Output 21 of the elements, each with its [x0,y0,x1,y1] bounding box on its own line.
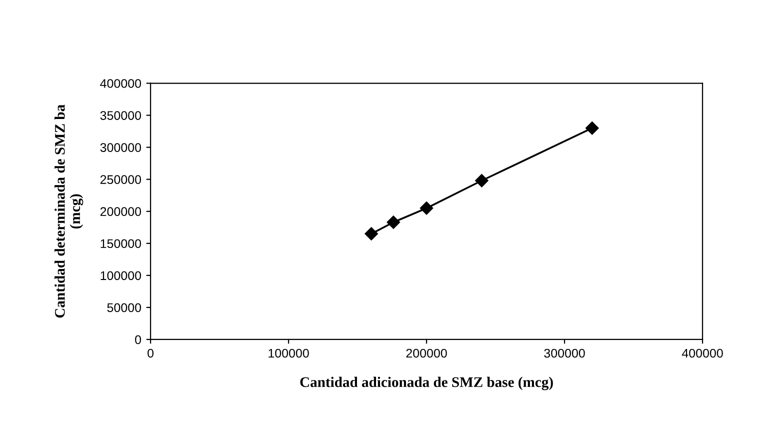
y-tick-label: 50000 [107,303,142,312]
point [475,174,488,188]
y-tick-label: 250000 [100,175,142,184]
point [420,202,434,215]
y-tick-label: 350000 [100,111,142,120]
point [364,227,378,240]
y-tick-label: 0 [135,335,142,344]
point [586,122,599,135]
y-tick-label: 200000 [100,207,142,216]
y-tick-label: 400000 [100,79,142,88]
x-tick-label: 400000 [682,348,723,358]
y-tick-label: 300000 [100,143,142,152]
x-tick-label: 300000 [544,348,585,358]
x-tick-label: 200000 [406,348,447,358]
y-axis-title: Cantidad determinada de SMZ ba (mcg) [54,104,84,318]
point [386,216,400,229]
x-tick-label: 0 [148,348,154,358]
y-tick-label: 150000 [100,239,142,248]
x-axis-title: Cantidad adicionada de SMZ base (mcg) [300,376,553,390]
y-tick-label: 100000 [100,271,142,280]
x-tick-label: 100000 [268,348,309,358]
